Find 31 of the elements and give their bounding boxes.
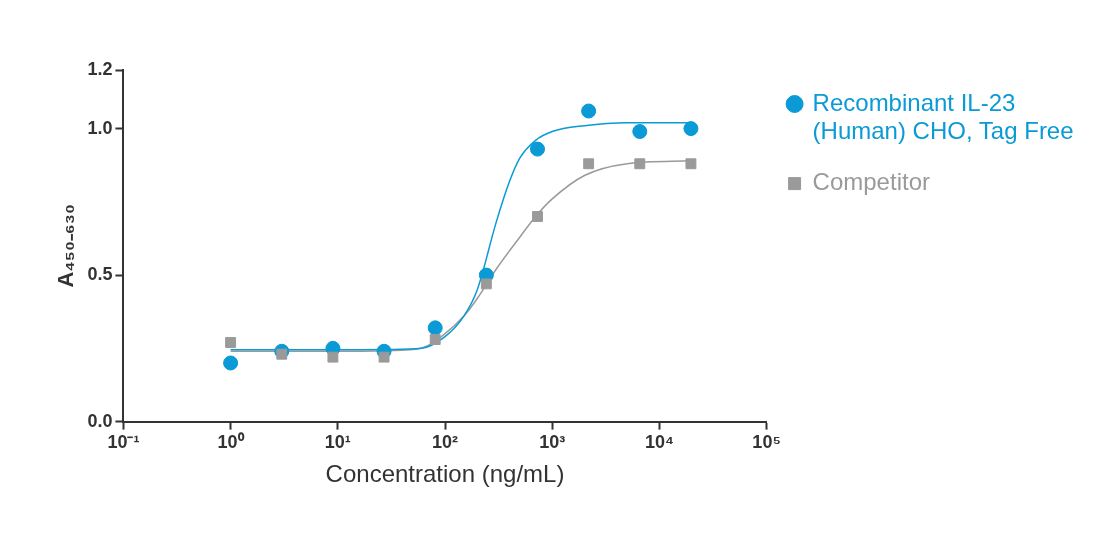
point [276,348,288,360]
x-tick-label: 10⁻¹ [107,432,140,453]
point [632,124,648,140]
y-axis-title: A₄₅₀₋₆₃₀ [53,204,79,288]
y-tick-label: 1.2 [87,58,113,79]
x-tick-label: 10⁵ [752,432,781,453]
point [634,158,646,170]
point [529,141,545,157]
point [683,121,699,137]
point [225,337,237,348]
x-tick-label: 10⁰ [217,432,245,453]
point [327,351,339,363]
x-tick-label: 10³ [539,432,566,453]
legend-label: Competitor [812,168,930,196]
point [685,158,697,170]
point [223,355,239,371]
x-tick-label: 10² [432,432,459,453]
x-axis-title: Concentration (ng/mL) [325,460,565,488]
point [581,103,597,119]
y-tick-label: 1.0 [87,117,113,138]
y-tick-label: 0.5 [87,264,113,285]
point [532,211,543,222]
point [480,278,492,290]
legend-label: Recombinant IL-23 (Human) CHO, Tag Free [812,88,1074,145]
point [429,334,441,346]
point [378,351,390,363]
y-tick-label: 0.0 [87,410,113,431]
x-tick-label: 10¹ [324,432,351,453]
point [583,158,595,170]
point [427,320,443,336]
x-tick-label: 10⁴ [644,432,674,453]
